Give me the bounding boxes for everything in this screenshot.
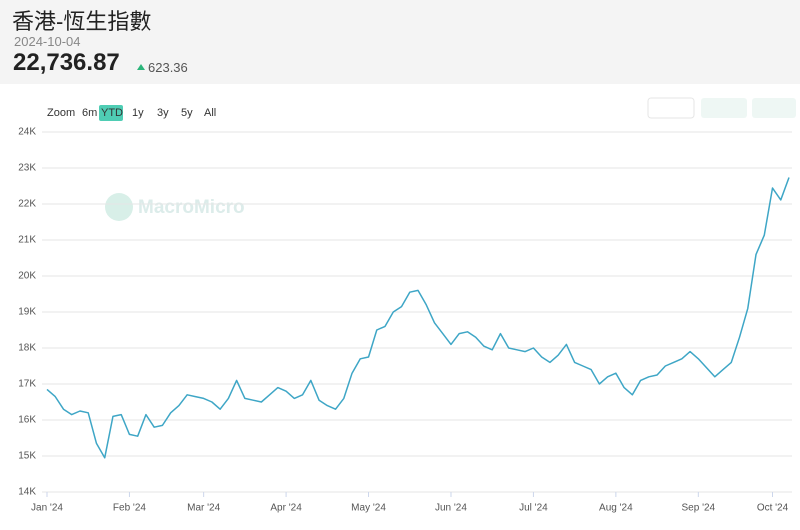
x-tick-label: Mar '24 — [187, 503, 220, 514]
x-tick-label: Aug '24 — [599, 503, 633, 514]
zoom-button[interactable]: 6m — [82, 107, 97, 119]
x-tick-label: May '24 — [351, 503, 386, 514]
zoom-button[interactable]: 1y — [132, 107, 144, 119]
y-tick-label: 19K — [18, 307, 36, 318]
change: 623.36 — [148, 60, 188, 75]
share-button[interactable] — [647, 97, 695, 119]
y-tick-label: 15K — [18, 451, 36, 462]
x-tick-label: Sep '24 — [682, 503, 716, 514]
x-tick-label: Feb '24 — [113, 503, 146, 514]
zoom-button[interactable]: YTD — [101, 107, 123, 119]
chart: Zoom 6m YTD 1y 3y 5y All MacroMicro 14K 15K 16K 17K… — [18, 97, 796, 514]
zoom-label: Zoom — [47, 107, 75, 119]
y-tick-label: 23K — [18, 163, 36, 174]
expand-button[interactable] — [752, 98, 796, 118]
y-tick-label: 14K — [18, 487, 36, 498]
title: 香港-恆生指數 — [12, 9, 152, 34]
y-tick-label: 18K — [18, 343, 36, 354]
zoom-active-bg — [99, 105, 123, 121]
watermark: MacroMicro — [138, 197, 245, 218]
x-tick-label: Jun '24 — [435, 503, 467, 514]
x-tick-label: Oct '24 — [757, 503, 789, 514]
y-tick-label: 20K — [18, 271, 36, 282]
header: 香港-恆生指數 2024-10-04 22,736.87 623.36 — [0, 0, 800, 84]
x-tick-label: Jul '24 — [519, 503, 548, 514]
latest-value: 22,736.87 — [13, 49, 120, 76]
up-arrow — [137, 64, 145, 70]
date: 2024-10-04 — [14, 34, 81, 49]
zoom-button[interactable]: 5y — [181, 107, 193, 119]
watermark-logo — [105, 193, 133, 221]
zoom-button[interactable]: All — [204, 107, 216, 119]
y-tick-label: 16K — [18, 415, 36, 426]
y-tick-label: 22K — [18, 199, 36, 210]
x-tick-label: Apr '24 — [270, 503, 302, 514]
toolbar — [647, 97, 796, 119]
y-tick-label: 17K — [18, 379, 36, 390]
y-tick-label: 21K — [18, 235, 36, 246]
x-tick-label: Jan '24 — [31, 503, 63, 514]
zoom-button[interactable]: 3y — [157, 107, 169, 119]
copy-button[interactable] — [701, 98, 747, 118]
series-line — [46, 177, 790, 459]
y-tick-label: 24K — [18, 127, 36, 138]
